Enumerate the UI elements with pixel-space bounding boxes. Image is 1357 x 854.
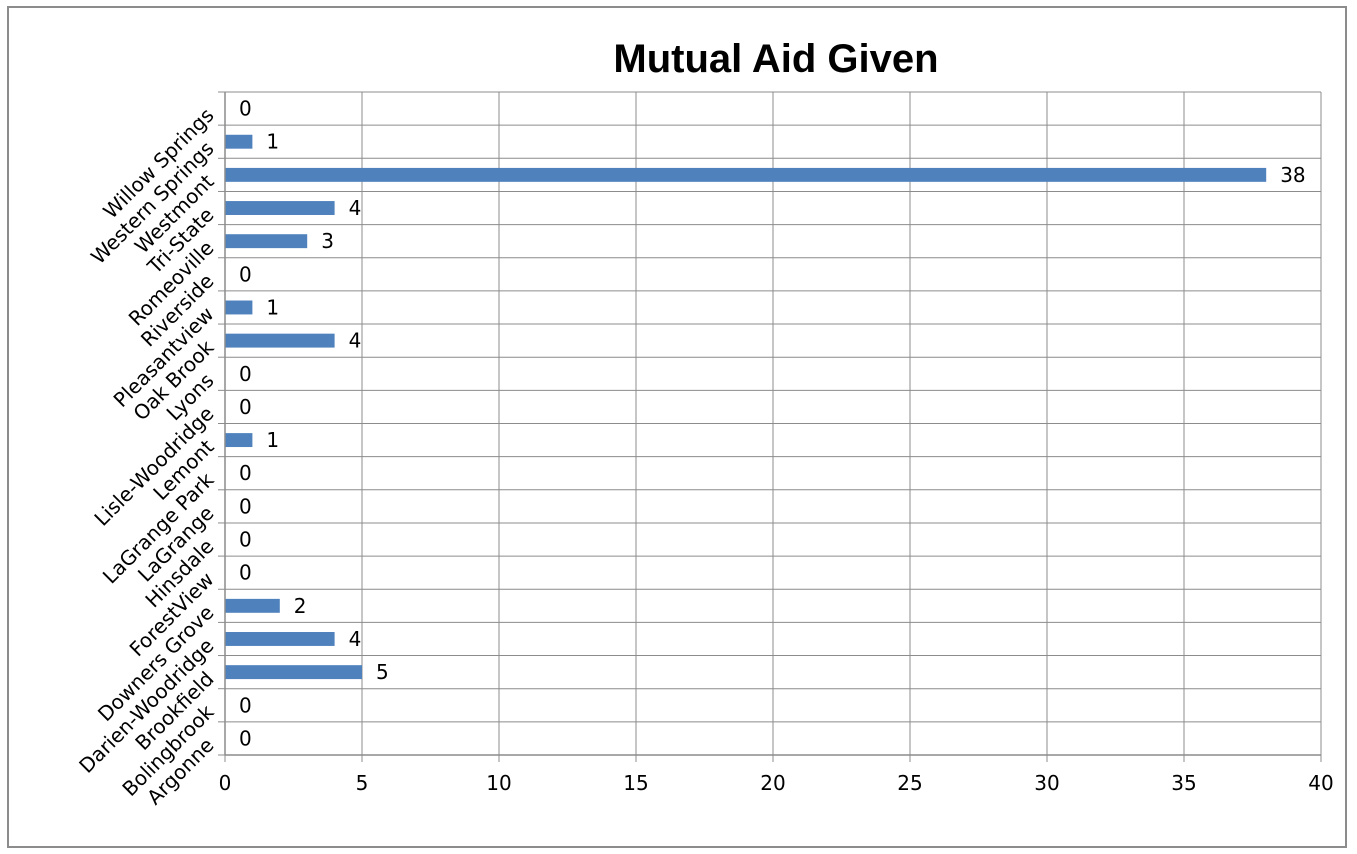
- bar: [225, 201, 335, 215]
- data-label: 0: [239, 494, 252, 518]
- bar: [225, 333, 335, 348]
- x-tick-label: 40: [1308, 771, 1333, 795]
- bar: [225, 632, 335, 646]
- data-label: 2: [294, 594, 307, 618]
- bar: [225, 598, 280, 613]
- x-tick-label: 35: [1171, 771, 1196, 795]
- bars: [225, 134, 1267, 680]
- data-label: 1: [266, 130, 279, 154]
- gridlines: [224, 91, 1322, 756]
- data-label: 0: [239, 693, 252, 717]
- bar: [225, 665, 362, 680]
- data-label: 0: [239, 97, 252, 121]
- data-label: 0: [239, 262, 252, 286]
- x-tick-label: 30: [1034, 771, 1059, 795]
- data-label: 3: [321, 229, 334, 253]
- data-label: 0: [239, 362, 252, 386]
- chart-title: Mutual Aid Given: [613, 37, 938, 81]
- data-label: 0: [239, 395, 252, 419]
- data-label: 0: [239, 726, 252, 750]
- bar: [225, 134, 253, 149]
- category-labels: ArgonneBolingbrookBrookfieldDarien-Woodr…: [74, 103, 219, 809]
- x-tick-label: 20: [760, 771, 785, 795]
- x-tick-label: 0: [219, 771, 232, 795]
- data-label: 38: [1280, 163, 1305, 187]
- data-label: 0: [239, 528, 252, 552]
- bar: [225, 300, 253, 315]
- data-label: 4: [349, 627, 362, 651]
- data-label: 0: [239, 461, 252, 485]
- axes: [218, 91, 1322, 762]
- x-tick-label: 5: [356, 771, 369, 795]
- bar: [225, 167, 1267, 182]
- data-label: 1: [266, 295, 279, 319]
- data-label: 1: [266, 428, 279, 452]
- bar: [225, 234, 308, 249]
- data-label: 4: [349, 329, 362, 353]
- x-tick-label: 25: [897, 771, 922, 795]
- data-label: 0: [239, 561, 252, 585]
- x-axis-ticks: 0 5 10 15 20 25 30 35 40: [219, 771, 1334, 795]
- data-label: 5: [376, 660, 389, 684]
- data-label: 4: [349, 196, 362, 220]
- x-tick-label: 10: [486, 771, 511, 795]
- bar: [225, 433, 253, 448]
- x-tick-label: 15: [623, 771, 648, 795]
